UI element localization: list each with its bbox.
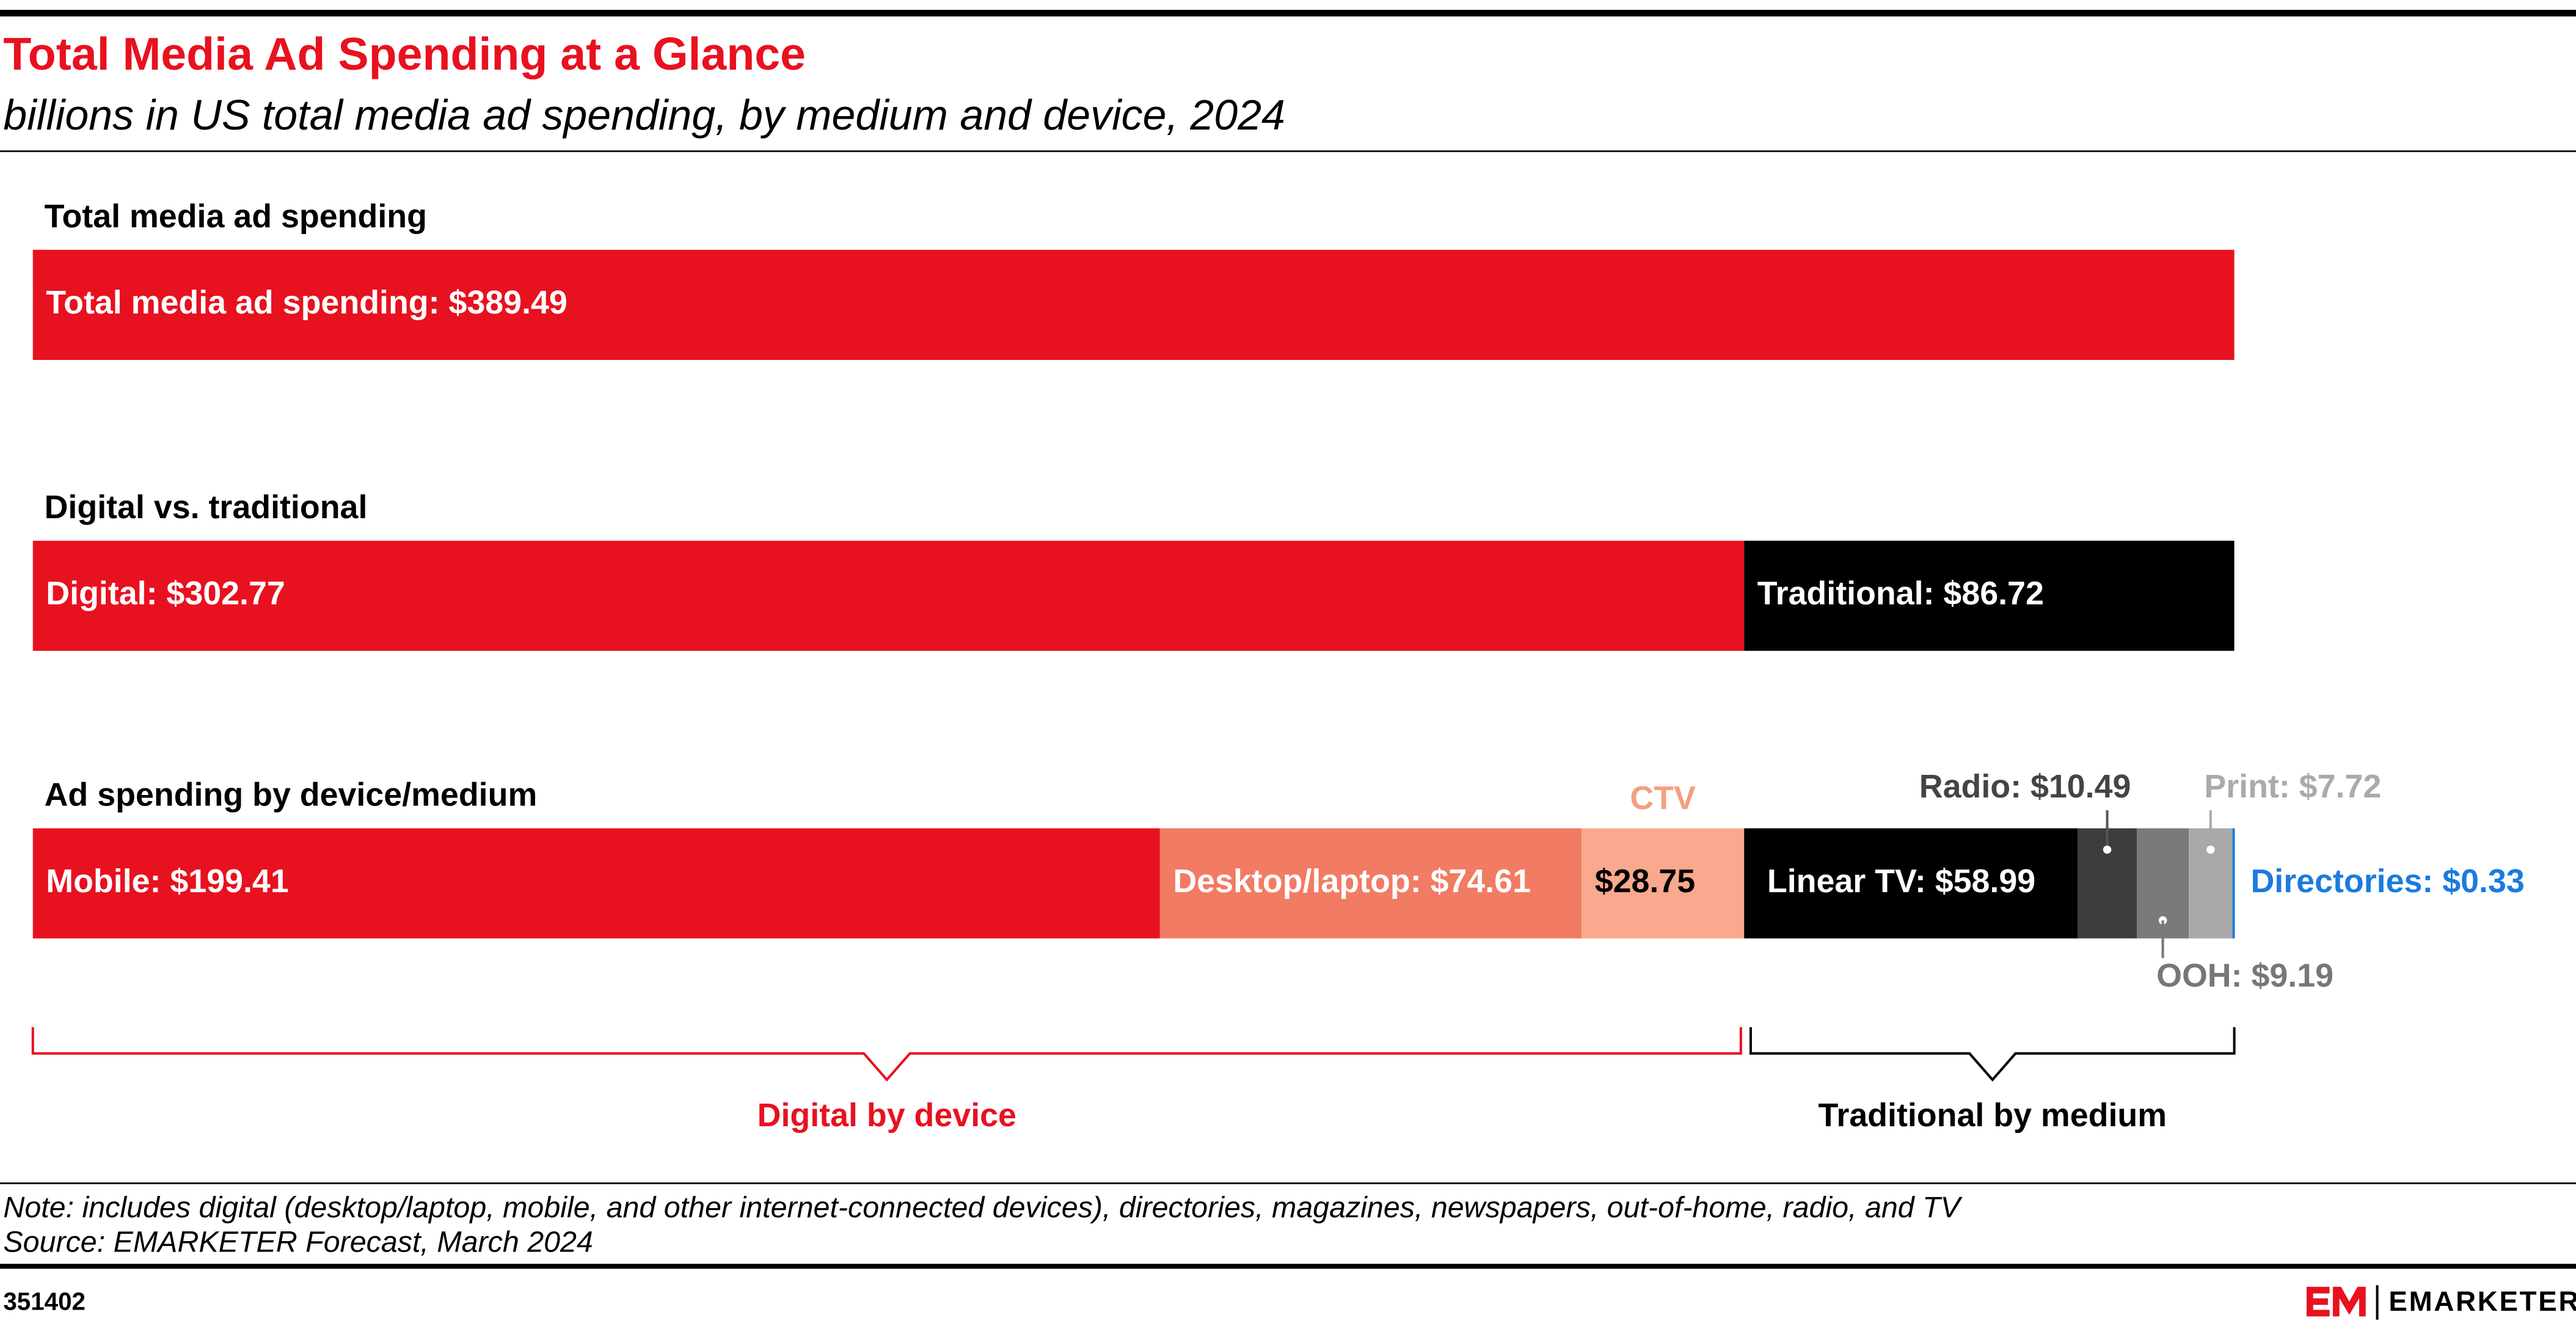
chart-title: Total Media Ad Spending at a Glance	[3, 28, 806, 79]
segment-label: Mobile: $199.41	[46, 863, 288, 900]
source: Source: EMARKETER Forecast, March 2024	[3, 1226, 593, 1259]
segment-label: $28.75	[1595, 863, 1695, 900]
segment-label: OOH: $9.19	[2156, 957, 2333, 994]
leader-dot	[2103, 845, 2112, 854]
bracket-label: Digital by device	[757, 1097, 1016, 1134]
bar-segment	[32, 540, 1745, 651]
segment-label: Total media ad spending: $389.49	[46, 284, 567, 321]
row-title: Total media ad spending	[45, 198, 427, 235]
chart-id: 351402	[3, 1287, 86, 1315]
bar-segment	[1744, 540, 2235, 651]
bar-segment	[2232, 828, 2235, 939]
bar-segment	[32, 828, 1160, 939]
segment-label: Desktop/laptop: $74.61	[1173, 863, 1531, 900]
segment-label: Traditional: $86.72	[1757, 575, 2044, 612]
note: Note: includes digital (desktop/laptop, …	[3, 1191, 1963, 1224]
bottom-rule	[0, 1264, 2576, 1269]
segment-label: Digital: $302.77	[46, 575, 285, 612]
segment-label: Print: $7.72	[2204, 768, 2381, 805]
top-rule	[0, 10, 2576, 16]
logo-e	[2306, 1286, 2330, 1317]
leader-dot	[2206, 845, 2215, 854]
bracket-label: Traditional by medium	[1818, 1097, 2167, 1134]
brand: EMARKETER	[2388, 1286, 2576, 1317]
row-title: Digital vs. traditional	[45, 489, 368, 526]
bracket	[1749, 1027, 2236, 1082]
chart-subtitle: billions in US total media ad spending, …	[3, 91, 1285, 139]
bar-segment	[1744, 828, 2078, 939]
segment-label: Linear TV: $58.99	[1767, 863, 2035, 900]
bar-segment	[32, 249, 2235, 360]
segment-label: Directories: $0.33	[2250, 863, 2524, 900]
bracket	[31, 1027, 1742, 1082]
bar-segment	[1159, 828, 1582, 939]
bar-segment	[1582, 828, 1745, 939]
segment-label: Radio: $10.49	[1919, 768, 2131, 805]
logo-m	[2332, 1286, 2366, 1317]
row-title: Ad spending by device/medium	[45, 777, 538, 813]
logo	[2306, 1285, 2379, 1320]
segment-annotation: CTV	[1630, 780, 1696, 816]
